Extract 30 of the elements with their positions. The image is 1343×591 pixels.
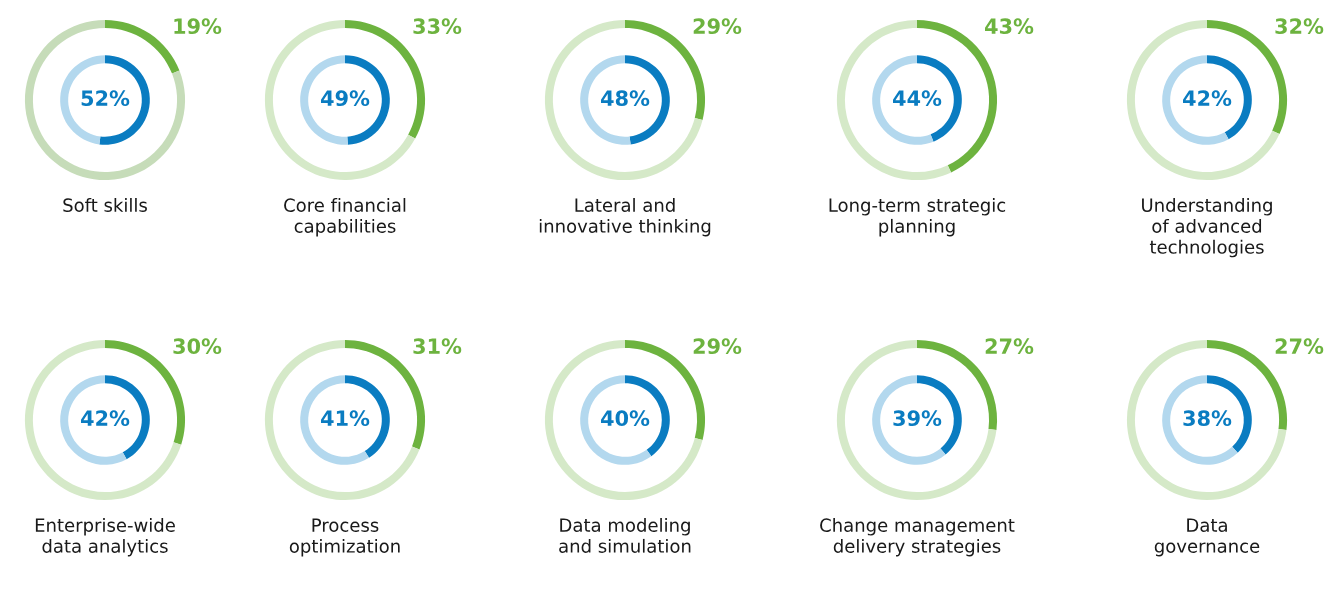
text: Long-term strategic planning <box>829 198 1006 237</box>
text: Data modeling and simulation <box>559 518 691 553</box>
text: Soft skills <box>63 198 147 212</box>
data-label: 32% <box>1275 18 1324 35</box>
data-label: 39% <box>893 410 942 427</box>
data-label: 38% <box>1183 410 1232 427</box>
data-label: 41% <box>321 410 370 427</box>
text: Data governance <box>1154 518 1260 557</box>
text: Understanding of advanced technologies <box>1142 198 1272 258</box>
data-label: 44% <box>893 90 942 107</box>
data-label: 43% <box>985 18 1034 35</box>
data-label: 27% <box>1275 338 1324 355</box>
text: Change management delivery strategies <box>820 518 1015 557</box>
text: Process optimization <box>289 518 400 557</box>
data-label: 42% <box>1183 90 1232 107</box>
data-label: 29% <box>693 338 742 355</box>
data-label: 42% <box>81 410 130 427</box>
data-label: 40% <box>601 410 650 427</box>
text: Lateral and innovative thinking <box>539 198 711 237</box>
data-label: 33% <box>413 18 462 35</box>
data-label: 30% <box>173 338 222 355</box>
text: Enterprise-wide data analytics <box>35 518 175 557</box>
data-label: 29% <box>693 18 742 35</box>
data-label: 48% <box>601 90 650 107</box>
text: Core financial capabilities <box>284 198 406 237</box>
data-label: 19% <box>174 18 222 35</box>
data-label: 27% <box>985 338 1034 355</box>
data-label: 31% <box>413 338 462 355</box>
data-label: 52% <box>81 90 130 107</box>
data-label: 49% <box>321 90 370 107</box>
